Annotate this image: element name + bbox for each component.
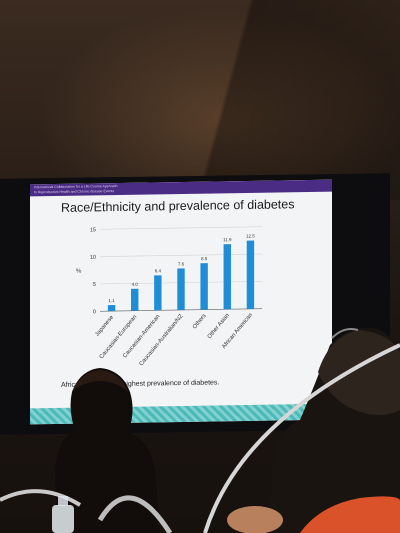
bar (246, 240, 255, 309)
microphone-arm (0, 489, 82, 507)
audience-hands (227, 506, 283, 533)
data-label: 6.4 (155, 268, 162, 273)
wall-shadow (0, 0, 400, 200)
data-label: 7.6 (178, 261, 185, 266)
bar (154, 275, 162, 311)
audience-shirt (300, 496, 400, 533)
bar (223, 244, 231, 310)
y-tick-label: 0 (93, 309, 96, 315)
bar (177, 268, 185, 311)
bar-chart: %0510151.1Japanese4.0Caucasian-European6… (76, 226, 262, 367)
data-label: 12.5 (246, 233, 255, 238)
y-tick-label: 5 (93, 282, 96, 288)
presentation-slide: International Collaboration for a Life C… (30, 179, 332, 425)
data-label: 11.9 (223, 237, 232, 242)
gridline (100, 226, 262, 230)
audience-person-left (55, 368, 160, 533)
gridline (100, 253, 262, 257)
water-bottle (52, 505, 74, 533)
bar (131, 288, 139, 311)
y-axis-label: % (76, 269, 82, 275)
data-label: 8.5 (201, 256, 208, 261)
y-tick-label: 10 (90, 255, 96, 261)
bar (107, 305, 116, 312)
y-tick-label: 15 (90, 227, 96, 233)
bar (200, 263, 208, 310)
cable-arc (203, 343, 400, 533)
data-label: 1.1 (108, 298, 115, 303)
data-label: 4.0 (132, 282, 139, 287)
